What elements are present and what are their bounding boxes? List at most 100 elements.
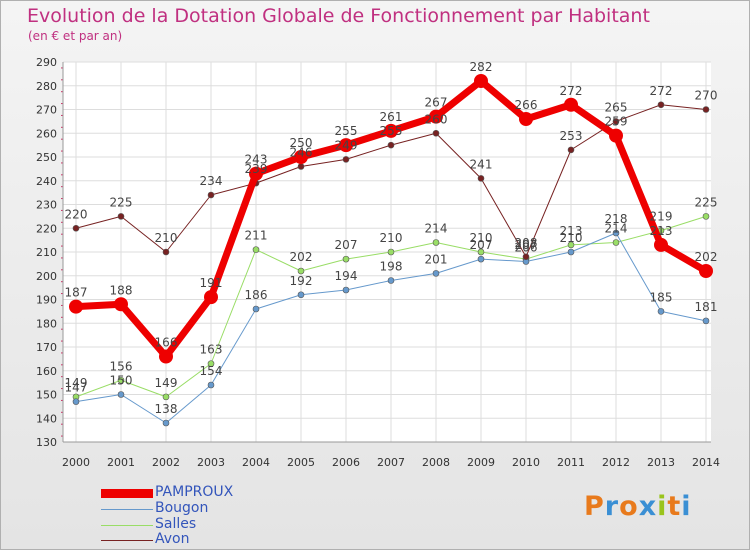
y-tick-label: 240 [36,175,57,188]
data-label-salles: 225 [695,195,718,209]
y-tick-label: 140 [36,412,57,425]
legend-swatch-pamproux [101,489,153,498]
data-label-bougon: 198 [380,260,403,274]
data-point-salles [207,360,215,367]
data-label-pamproux: 188 [110,283,133,297]
y-tick-label: 190 [36,294,57,307]
data-label-salles: 213 [560,224,583,238]
data-label-avon: 270 [695,89,718,103]
data-point-avon [387,141,395,149]
data-label-bougon: 201 [425,252,448,266]
logo-letter: o [619,491,639,522]
data-label-pamproux: 202 [695,250,718,264]
data-label-salles: 214 [605,222,628,236]
legend-item-pamproux[interactable]: PAMPROUX [101,484,321,501]
data-point-pamproux [609,128,623,143]
data-point-bougon [117,391,125,398]
data-point-pamproux [699,264,713,278]
series-lines [69,74,713,427]
logo-letter: i [681,491,692,522]
data-label-avon: 265 [605,100,628,114]
data-label-pamproux: 166 [155,336,178,350]
data-label-bougon: 154 [200,364,223,378]
data-point-bougon [477,255,485,263]
data-point-salles [387,248,395,256]
data-label-avon: 253 [560,129,583,143]
y-tick-label: 250 [36,151,57,164]
data-point-bougon [612,229,620,237]
data-point-salles [252,246,260,253]
data-point-salles [612,239,620,246]
data-label-bougon: 206 [515,241,538,255]
data-label-avon: 225 [110,195,133,209]
data-point-bougon [72,398,80,405]
data-point-avon [657,101,665,109]
data-point-pamproux [384,123,398,138]
proxiti-logo: Proxiti [584,491,692,522]
logo-letter: x [638,491,658,522]
data-label-salles: 149 [65,376,88,390]
y-tick-label: 170 [36,341,57,354]
data-point-avon [162,248,170,256]
legend-item-avon[interactable]: Avon [101,531,321,548]
data-label-bougon: 192 [290,274,313,288]
logo-letter: P [584,491,605,522]
data-point-pamproux [429,109,443,124]
y-tick-label: 220 [36,222,57,235]
data-point-avon [702,106,710,113]
y-tick-label: 160 [36,365,57,378]
x-tick-label: 2000 [62,456,90,469]
data-label-bougon: 181 [695,300,718,314]
data-label-avon: 234 [200,174,223,188]
data-point-pamproux [114,297,128,312]
data-point-salles [702,213,710,220]
data-label-bougon: 185 [650,290,673,304]
data-label-pamproux: 282 [470,60,493,74]
legend-item-bougon[interactable]: Bougon [101,500,321,517]
data-label-bougon: 150 [110,374,133,388]
data-label-avon: 239 [245,162,268,176]
legend-label-pamproux: PAMPROUX [155,484,234,500]
y-tick-label: 290 [36,56,57,69]
logo-letter: r [604,491,620,522]
legend-swatch-bougon [101,509,153,510]
data-point-bougon [297,291,305,299]
data-label-avon: 255 [380,124,403,138]
data-label-bougon: 210 [560,231,583,245]
data-point-avon [207,191,215,199]
data-label-salles: 156 [110,359,133,373]
legend-label-avon: Avon [155,531,190,547]
data-point-salles [162,393,170,401]
data-label-bougon: 147 [65,381,88,395]
data-point-avon [117,213,125,220]
y-tick-label: 150 [36,389,57,402]
data-label-salles: 207 [335,238,358,252]
axes: 1301401501601701801902002102202302402502… [36,56,720,469]
y-tick-label: 180 [36,317,57,330]
y-tick-label: 200 [36,270,57,283]
data-label-avon: 220 [65,207,88,221]
data-label-avon: 210 [155,231,178,245]
data-point-salles [297,267,305,275]
x-tick-label: 2006 [332,456,360,469]
data-point-avon [477,175,485,182]
y-tick-label: 130 [36,436,57,449]
legend-item-salles[interactable]: Salles [101,516,321,533]
x-tick-label: 2003 [197,456,225,469]
legend-label-salles: Salles [155,516,197,532]
x-tick-label: 2014 [692,456,720,469]
data-point-bougon [432,270,440,277]
data-point-avon [567,146,575,154]
data-point-pamproux [69,299,83,314]
x-tick-label: 2012 [602,456,630,469]
data-point-pamproux [294,150,308,164]
data-point-bougon [342,286,350,294]
data-point-pamproux [654,237,668,252]
data-point-salles [342,255,350,263]
data-point-pamproux [564,97,578,112]
data-point-avon [297,163,305,170]
data-label-salles: 219 [650,210,673,224]
data-point-avon [612,118,620,125]
data-point-pamproux [249,166,263,181]
